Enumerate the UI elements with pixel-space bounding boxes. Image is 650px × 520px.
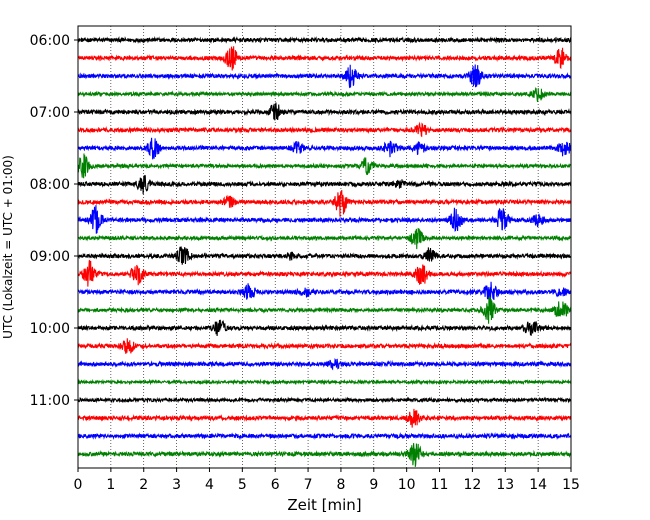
trace-0615 (77, 46, 572, 71)
x-tick-label: 8 (336, 477, 345, 493)
y-tick-label: 08:00 (30, 177, 70, 193)
y-axis-label: UTC (Lokalzeit = UTC + 01:00) (1, 155, 15, 339)
x-tick-label: 4 (205, 477, 214, 493)
trace-1130 (77, 431, 572, 441)
x-tick-label: 9 (369, 477, 378, 493)
y-tick-label: 09:00 (30, 249, 70, 265)
y-axis-ticks: 06:00 07:00 08:00 09:00 10:00 11:00 (30, 33, 78, 409)
trace-1030 (77, 357, 572, 371)
trace-0645 (77, 87, 572, 103)
x-axis-ticks: 0 1 2 3 4 5 6 7 8 9 10 11 12 13 14 15 (74, 468, 580, 493)
x-tick-label: 12 (463, 477, 481, 493)
trace-0915 (77, 259, 572, 287)
trace-1100 (77, 396, 572, 404)
y-tick-label: 07:00 (30, 105, 70, 121)
trace-0945 (77, 296, 572, 324)
trace-1115 (77, 408, 572, 428)
y-tick-label: 06:00 (30, 33, 70, 49)
x-axis-label: Zeit [min] (287, 496, 361, 514)
seismic-traces (77, 35, 572, 467)
x-tick-label: 10 (398, 477, 416, 493)
x-tick-label: 7 (304, 477, 313, 493)
x-tick-label: 3 (172, 477, 181, 493)
x-tick-label: 2 (139, 477, 148, 493)
x-tick-label: 6 (271, 477, 280, 493)
trace-0845 (77, 227, 572, 250)
x-tick-label: 11 (431, 477, 449, 493)
y-tick-label: 10:00 (30, 321, 70, 337)
trace-0745 (77, 153, 572, 179)
trace-1000 (77, 319, 572, 337)
trace-0630 (77, 64, 572, 89)
trace-0815 (77, 189, 572, 217)
trace-1145 (77, 443, 572, 467)
trace-0830 (77, 205, 572, 234)
x-tick-label: 5 (238, 477, 247, 493)
x-tick-label: 15 (562, 477, 580, 493)
trace-0715 (77, 121, 572, 138)
trace-0900 (77, 246, 572, 265)
x-tick-label: 0 (74, 477, 83, 493)
plot-frame (77, 25, 572, 469)
x-tick-label: 1 (106, 477, 115, 493)
trace-1045 (77, 378, 572, 386)
x-tick-label: 14 (529, 477, 547, 493)
trace-0730 (77, 137, 572, 160)
trace-0600 (77, 35, 572, 44)
trace-0700 (77, 102, 572, 121)
trace-0800 (77, 174, 572, 195)
trace-1015 (77, 338, 572, 354)
x-tick-label: 13 (496, 477, 514, 493)
y-tick-label: 11:00 (30, 393, 70, 409)
